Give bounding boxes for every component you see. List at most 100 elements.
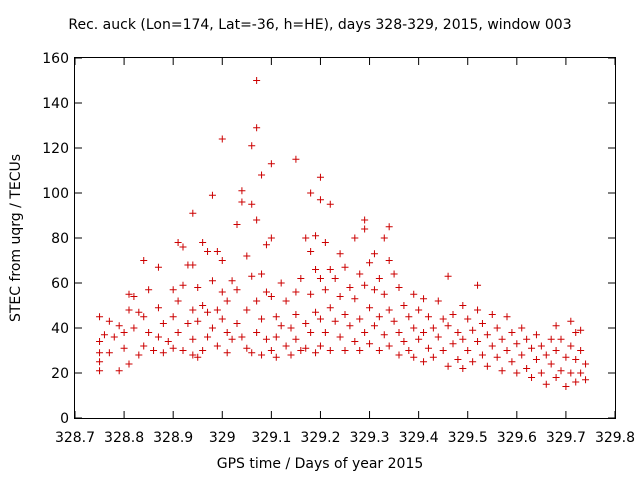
data-markers <box>96 77 590 390</box>
data-point <box>356 347 364 354</box>
data-point <box>272 353 280 361</box>
data-point <box>208 191 216 199</box>
data-point <box>96 313 104 321</box>
data-point <box>287 324 295 332</box>
y-tick-label: 160 <box>42 51 69 67</box>
data-point <box>434 333 442 341</box>
data-point <box>100 331 108 339</box>
y-tick-label: 60 <box>51 276 69 292</box>
data-point <box>267 160 275 168</box>
data-point <box>115 367 123 375</box>
data-point <box>361 329 369 336</box>
data-point <box>498 335 506 343</box>
data-point <box>105 349 113 357</box>
data-point <box>351 338 359 345</box>
data-point <box>370 250 378 258</box>
x-axis-label: GPS time / Days of year 2015 <box>216 456 424 472</box>
data-point <box>213 306 221 314</box>
data-point <box>272 313 280 321</box>
data-point <box>140 342 148 350</box>
data-point <box>312 232 320 240</box>
data-point <box>169 286 177 294</box>
data-point <box>199 347 207 354</box>
data-point <box>179 243 187 251</box>
y-tick-label: 120 <box>42 141 69 157</box>
data-point <box>316 173 324 181</box>
data-point <box>135 308 143 316</box>
data-point <box>115 322 123 330</box>
data-point <box>518 324 526 332</box>
x-tick-label: 329.1 <box>251 430 291 446</box>
data-point <box>154 263 162 271</box>
x-tick-label: 329.7 <box>546 430 586 446</box>
data-point <box>194 353 202 361</box>
data-point <box>302 320 310 327</box>
data-point <box>307 248 315 255</box>
data-point <box>542 351 550 359</box>
data-point <box>469 326 477 334</box>
data-point <box>321 286 329 294</box>
data-point <box>307 189 315 197</box>
data-point <box>474 338 482 345</box>
data-point <box>218 257 226 264</box>
data-point <box>262 241 270 249</box>
data-point <box>223 297 231 305</box>
data-point <box>307 329 315 336</box>
data-point <box>326 200 334 208</box>
data-point <box>316 342 324 350</box>
data-point <box>199 302 207 309</box>
data-point <box>243 252 251 260</box>
data-point <box>474 281 482 289</box>
data-point <box>385 223 393 231</box>
data-point <box>366 340 374 348</box>
data-point <box>567 369 575 377</box>
data-point <box>361 216 369 224</box>
data-point <box>179 347 187 354</box>
data-point <box>518 351 526 359</box>
data-point <box>316 275 324 282</box>
data-point <box>253 329 261 336</box>
data-point <box>248 272 256 280</box>
data-point <box>336 250 344 258</box>
data-point <box>410 324 418 332</box>
data-point <box>557 335 565 343</box>
data-point <box>370 286 378 294</box>
data-point <box>567 342 575 350</box>
data-point <box>110 333 118 341</box>
data-point <box>582 376 590 384</box>
data-point <box>420 329 428 336</box>
data-point <box>120 344 128 352</box>
data-point <box>493 324 501 332</box>
data-point <box>562 383 570 390</box>
data-point <box>297 347 305 354</box>
data-point <box>159 320 167 327</box>
data-point <box>439 347 447 354</box>
data-point <box>145 329 153 336</box>
data-point <box>454 329 462 336</box>
data-point <box>96 367 104 375</box>
data-point <box>380 331 388 339</box>
data-point <box>238 187 246 195</box>
data-point <box>238 198 246 206</box>
data-point <box>243 344 251 352</box>
data-point <box>400 302 408 309</box>
data-point <box>356 270 364 278</box>
data-point <box>528 344 536 352</box>
data-point <box>478 351 486 359</box>
data-point <box>474 306 482 314</box>
data-point <box>105 317 113 325</box>
data-point <box>366 259 374 267</box>
data-point <box>331 275 339 282</box>
data-point <box>208 324 216 332</box>
data-point <box>488 311 496 318</box>
data-point <box>258 351 266 359</box>
x-tick-label: 329 <box>209 430 236 446</box>
data-point <box>321 239 329 246</box>
data-point <box>351 295 359 303</box>
data-point <box>292 288 300 296</box>
data-point <box>213 248 221 255</box>
data-point <box>189 306 197 314</box>
data-point <box>120 329 128 336</box>
data-point <box>199 239 207 246</box>
data-point <box>238 333 246 341</box>
